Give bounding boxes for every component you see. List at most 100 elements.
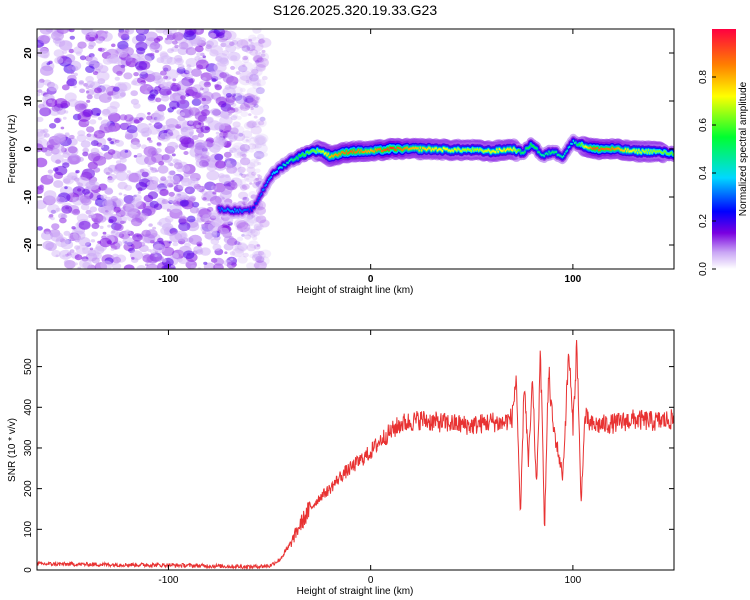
noise-blob — [102, 231, 107, 235]
signal-track-segment — [491, 150, 493, 153]
noise-blob — [86, 99, 91, 103]
noise-blob — [238, 132, 244, 137]
noise-blob — [89, 119, 97, 125]
signal-track-segment — [581, 142, 583, 145]
signal-track-segment — [567, 146, 570, 149]
noise-blob — [255, 96, 260, 101]
signal-track-segment — [328, 155, 331, 159]
signal-track-segment — [221, 208, 224, 211]
noise-blob — [166, 129, 180, 139]
signal-track-segment — [668, 153, 670, 156]
signal-track-segment — [630, 150, 633, 153]
snr-y-axis: 0 100 200 300 400 500 — [23, 358, 674, 573]
noise-blob — [199, 247, 211, 256]
signal-track-segment — [267, 178, 270, 181]
signal-track-segment — [258, 197, 260, 200]
noise-blob — [43, 190, 57, 200]
noise-blob — [241, 153, 247, 158]
signal-track-segment — [358, 151, 361, 154]
noise-blob — [161, 154, 173, 163]
signal-track-segment — [321, 150, 323, 153]
signal-track-segment — [401, 149, 404, 152]
noise-blob — [191, 98, 202, 106]
signal-track-segment — [496, 148, 498, 151]
noise-blob — [232, 86, 243, 95]
noise-blob — [78, 220, 91, 230]
noise-blob — [175, 145, 179, 148]
noise-blob — [179, 112, 186, 117]
noise-blob — [46, 174, 54, 180]
signal-track-segment — [383, 148, 385, 151]
noise-blob — [255, 156, 262, 161]
noise-blob — [110, 141, 114, 144]
noise-blob — [172, 32, 184, 41]
noise-blob — [112, 64, 126, 75]
noise-blob — [249, 158, 260, 167]
noise-blob — [159, 188, 169, 197]
noise-blob — [231, 37, 243, 47]
signal-track-segment — [587, 146, 589, 149]
noise-blob — [136, 153, 143, 158]
signal-track-segment — [305, 151, 308, 154]
noise-blob — [245, 94, 259, 105]
noise-blob — [41, 148, 48, 153]
noise-blob — [155, 148, 162, 153]
noise-blob — [255, 57, 269, 68]
signal-track-segment — [527, 147, 530, 150]
noise-blob — [257, 255, 270, 266]
noise-blob — [255, 177, 259, 181]
y-tick-label: 400 — [23, 399, 34, 416]
noise-blob — [215, 53, 229, 63]
noise-blob — [249, 49, 258, 56]
noise-blob — [146, 263, 159, 269]
signal-track-segment — [513, 147, 515, 150]
noise-blob — [236, 222, 251, 233]
noise-blob — [107, 177, 115, 183]
signal-track-segment — [392, 146, 395, 150]
noise-blob — [228, 113, 232, 116]
noise-blob — [53, 180, 64, 188]
noise-blob — [203, 261, 208, 265]
signal-track-segment — [514, 148, 516, 152]
noise-blob — [136, 112, 147, 121]
noise-blob — [246, 121, 256, 129]
noise-blob — [203, 81, 212, 88]
signal-track-segment — [595, 147, 598, 150]
noise-blob — [234, 241, 248, 253]
signal-track-segment — [261, 188, 264, 192]
noise-blob — [251, 171, 257, 176]
noise-blob — [148, 93, 156, 99]
noise-blob — [241, 173, 247, 178]
noise-blob — [177, 184, 184, 190]
signal-track-segment — [433, 148, 435, 151]
noise-blob — [241, 234, 245, 237]
signal-track-segment — [500, 149, 503, 153]
noise-blob — [103, 167, 113, 175]
noise-blob — [255, 64, 266, 72]
signal-track-segment — [573, 141, 576, 145]
noise-blob — [262, 152, 268, 157]
noise-blob — [250, 228, 261, 237]
signal-track-segment — [509, 147, 512, 150]
noise-blob — [241, 45, 251, 52]
noise-blob — [106, 240, 112, 245]
signal-track-segment — [227, 208, 230, 211]
signal-track-segment — [396, 146, 399, 149]
noise-blob — [246, 262, 256, 269]
signal-track-segment — [420, 149, 423, 152]
noise-blob — [237, 242, 242, 246]
signal-track-segment — [288, 159, 291, 163]
noise-blob — [61, 205, 73, 214]
noise-blob — [147, 191, 159, 200]
noise-blob — [137, 191, 141, 194]
noise-blob — [222, 114, 229, 120]
signal-track-segment — [564, 152, 566, 155]
noise-blob — [241, 148, 247, 154]
noise-blob — [247, 94, 261, 105]
noise-blob — [125, 56, 133, 62]
noise-blob — [85, 86, 90, 89]
noise-blob — [37, 157, 48, 168]
noise-blob — [207, 203, 211, 206]
signal-track-segment — [443, 147, 446, 150]
noise-blob — [53, 167, 59, 172]
